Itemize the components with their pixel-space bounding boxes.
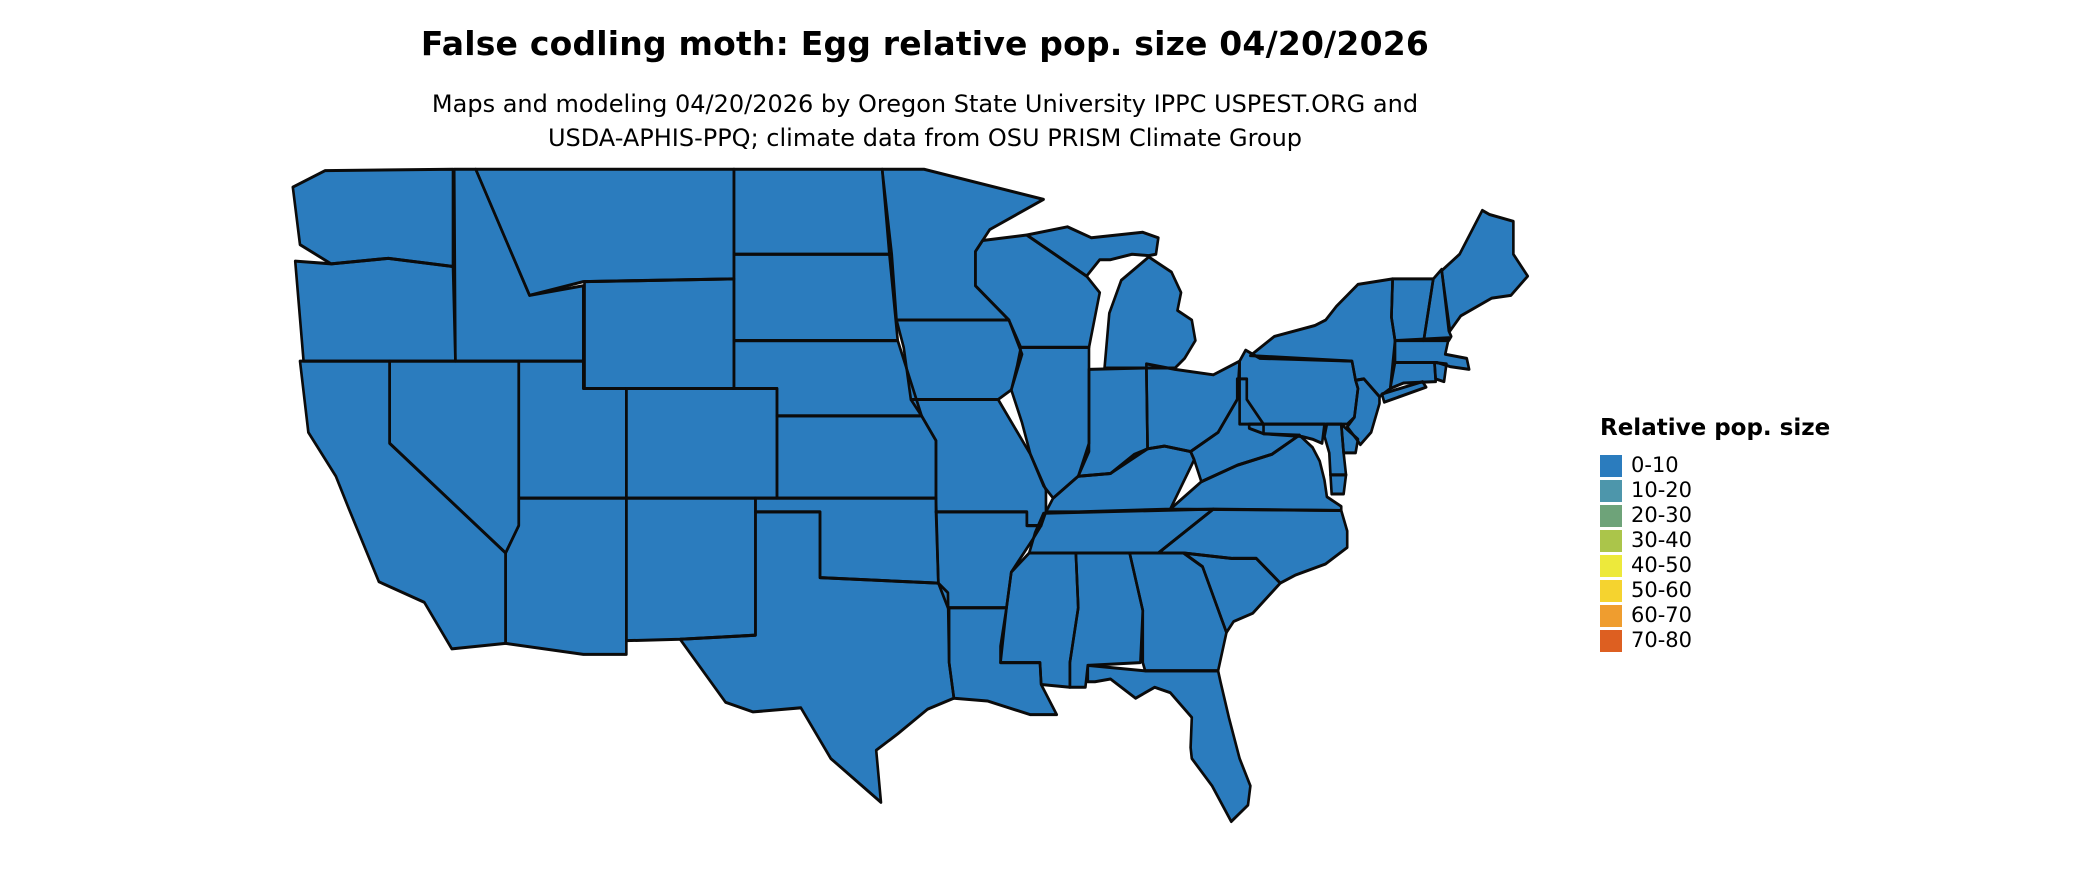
map-canvas	[245, 135, 1560, 875]
legend-swatch-20-30	[1600, 504, 1622, 527]
state-az	[505, 498, 627, 655]
chart-header: False codling moth: Egg relative pop. si…	[0, 24, 1850, 155]
legend-label-10-20: 10-20	[1631, 478, 1693, 502]
state-md	[1247, 422, 1326, 445]
state-ca	[299, 361, 506, 649]
state-ny-long-island	[1381, 381, 1427, 403]
state-va-eastern-shore	[1329, 473, 1348, 496]
state-la	[947, 606, 1059, 717]
state-ny-long-island	[1380, 380, 1428, 404]
state-or	[295, 258, 456, 362]
state-wy	[584, 278, 734, 389]
state-vt	[1391, 278, 1434, 341]
legend-label-60-70: 60-70	[1631, 603, 1693, 627]
state-nc	[1158, 509, 1348, 584]
state-oh	[1146, 361, 1240, 452]
legend-label-70-80: 70-80	[1631, 628, 1693, 652]
state-nd	[733, 169, 890, 255]
state-nv	[389, 361, 519, 553]
legend-swatch-50-60	[1600, 579, 1622, 602]
state-wa	[292, 169, 454, 267]
state-il	[1011, 347, 1089, 499]
subtitle-line-1: Maps and modeling 04/20/2026 by Oregon S…	[431, 90, 1419, 118]
state-mi-lower	[1104, 256, 1196, 368]
state-ms	[1000, 552, 1079, 688]
state-vt	[1390, 277, 1435, 343]
legend-swatch-0-10	[1600, 454, 1622, 477]
state-mi-lower	[1103, 255, 1197, 370]
state-ar	[934, 510, 1043, 610]
state-me	[1440, 208, 1530, 333]
state-border-layer	[291, 167, 1530, 824]
state-id	[454, 169, 584, 362]
legend-entry: 70-80	[1600, 628, 1830, 653]
legend-label-0-10: 0-10	[1631, 453, 1679, 477]
state-wi	[975, 235, 1100, 348]
state-ma	[1393, 336, 1471, 371]
subtitle-line-2: USDA-APHIS-PPQ; climate data from OSU PR…	[547, 124, 1303, 152]
state-nc	[1157, 507, 1349, 585]
legend-entry: 30-40	[1600, 528, 1830, 553]
state-me	[1441, 210, 1528, 331]
legend-swatch-30-40	[1600, 529, 1622, 552]
state-mt	[475, 169, 734, 296]
state-fl	[1087, 665, 1251, 822]
legend-label-30-40: 30-40	[1631, 528, 1693, 552]
state-mn	[882, 169, 1044, 320]
legend-title: Relative pop. size	[1600, 415, 1831, 441]
state-ut	[518, 361, 627, 499]
state-mi-upper	[1025, 225, 1160, 278]
state-ga	[1129, 552, 1227, 671]
state-va-eastern-shore	[1330, 474, 1347, 495]
state-mo	[910, 399, 1046, 526]
legend-entry: 10-20	[1600, 478, 1830, 503]
state-pa	[1239, 350, 1358, 425]
state-mi-upper	[1026, 226, 1159, 277]
legend-label-20-30: 20-30	[1631, 503, 1693, 527]
legend-swatch-70-80	[1600, 629, 1622, 652]
state-tx	[678, 510, 956, 804]
state-la	[949, 607, 1057, 715]
map-legend: Relative pop. size 0-10 10-20 20-30 30-4…	[1600, 415, 1830, 653]
state-ar	[935, 511, 1042, 608]
legend-entry: 20-30	[1600, 503, 1830, 528]
legend-swatch-40-50	[1600, 554, 1622, 577]
legend-entry: 40-50	[1600, 553, 1830, 578]
legend-label-50-60: 50-60	[1631, 578, 1693, 602]
state-sd	[733, 254, 898, 341]
page-title: False codling moth: Egg relative pop. si…	[420, 24, 1430, 63]
state-wv	[1190, 378, 1300, 482]
state-va	[1170, 435, 1342, 511]
state-ny	[1250, 278, 1396, 397]
state-nh	[1423, 269, 1452, 341]
state-de	[1341, 424, 1358, 453]
state-tn	[1029, 509, 1214, 553]
state-ok	[755, 498, 939, 584]
state-co	[626, 388, 777, 499]
state-in	[1078, 367, 1148, 477]
state-ne	[733, 340, 922, 416]
us-map	[291, 167, 1530, 824]
legend-entry: 50-60	[1600, 578, 1830, 603]
state-tx	[680, 511, 954, 803]
state-sc	[1183, 552, 1281, 633]
chart-subtitle: Maps and modeling 04/20/2026 by Oregon S…	[0, 87, 1850, 155]
state-al	[1069, 552, 1143, 688]
state-fill-layer	[292, 169, 1528, 822]
state-wv	[1189, 377, 1301, 484]
state-nj	[1345, 377, 1381, 447]
legend-swatch-60-70	[1600, 604, 1622, 627]
state-ia	[896, 320, 1023, 400]
legend-swatch-10-20	[1600, 479, 1622, 502]
state-ks	[776, 415, 936, 499]
legend-entry: 60-70	[1600, 603, 1830, 628]
state-nm	[626, 498, 756, 641]
legend-label-40-50: 40-50	[1631, 553, 1693, 577]
state-ky	[1045, 446, 1195, 512]
legend-entry: 0-10	[1600, 453, 1830, 478]
state-fl	[1086, 663, 1252, 824]
